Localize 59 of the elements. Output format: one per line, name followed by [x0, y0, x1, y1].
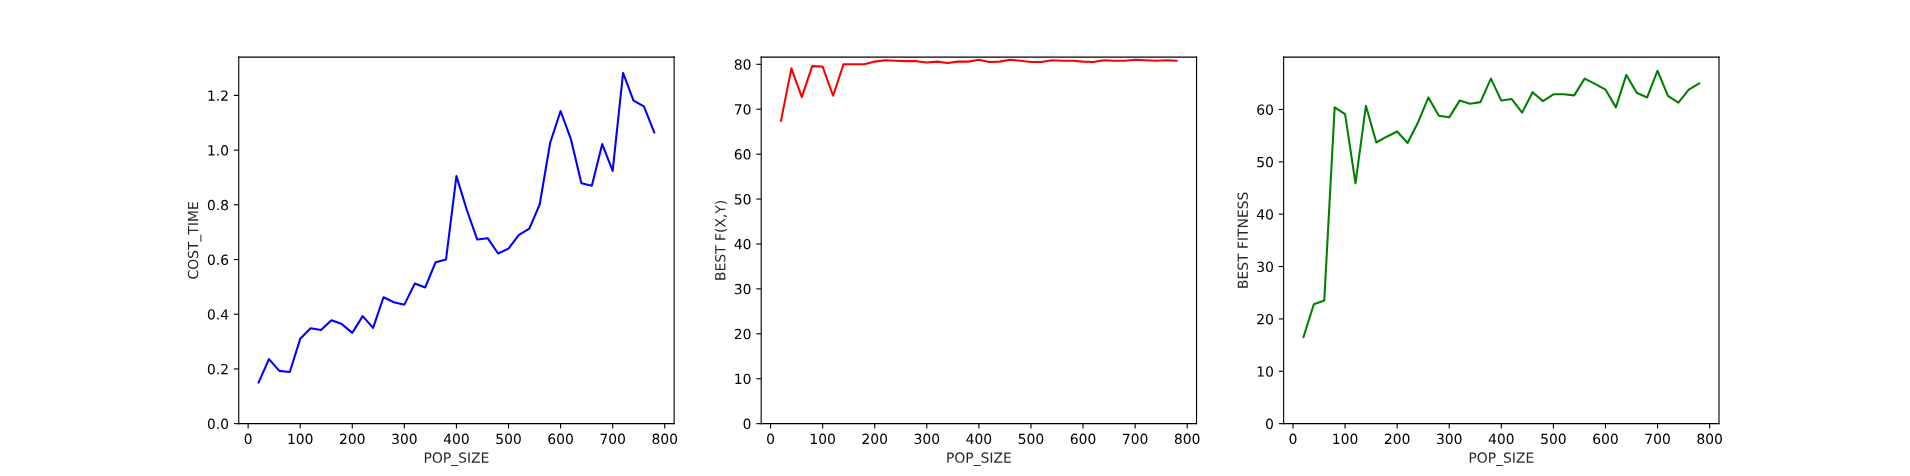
line-series [1302, 69, 1701, 339]
x-tick-label: 400 [443, 433, 469, 445]
x-tick-label: 0 [1289, 433, 1297, 445]
y-axis-title: COST_TIME [187, 202, 202, 279]
y-tick-label: 50 [734, 194, 751, 205]
line-series [257, 71, 656, 384]
y-tick-label: 70 [734, 104, 751, 115]
x-tick-label: 300 [1437, 433, 1462, 445]
y-tick-label: 0.2 [207, 363, 228, 375]
y-tick-label: 1.2 [208, 90, 228, 101]
y-tick-label: 80 [734, 59, 751, 70]
x-tick-label: 800 [1174, 433, 1200, 445]
x-tick-label: 200 [862, 433, 888, 445]
x-tick-label: 500 [496, 433, 521, 445]
x-axis-title: POP_SIZE [424, 452, 489, 466]
y-tick-label: 40 [734, 238, 751, 250]
y-tick-label: 40 [1256, 209, 1273, 220]
x-tick-label: 200 [340, 433, 365, 445]
x-tick-label: 200 [1384, 433, 1410, 445]
y-tick-label: 0.8 [207, 199, 229, 211]
y-tick-label: 50 [1257, 156, 1273, 168]
x-tick-label: 100 [1333, 433, 1358, 445]
y-tick-label: 1.0 [208, 145, 229, 156]
y-tick-label: 0.0 [207, 418, 229, 430]
x-tick-label: 800 [1697, 433, 1722, 445]
y-tick-label: 20 [734, 328, 751, 340]
x-tick-label: 700 [600, 433, 625, 445]
line-series [779, 58, 1178, 122]
x-tick-label: 700 [1122, 433, 1148, 445]
y-tick-label: 10 [735, 373, 751, 385]
x-axis-title: POP_SIZE [947, 452, 1011, 466]
y-tick-label: 30 [734, 283, 751, 295]
y-tick-label: 0.6 [207, 254, 229, 265]
x-tick-label: 500 [1541, 433, 1566, 445]
x-tick-label: 600 [1070, 433, 1096, 445]
x-tick-label: 500 [1018, 433, 1044, 445]
y-tick-label: 60 [1257, 104, 1273, 115]
x-tick-label: 600 [1593, 433, 1618, 445]
x-tick-label: 0 [767, 433, 775, 445]
y-tick-label: 30 [1257, 261, 1273, 273]
x-tick-label: 700 [1645, 433, 1670, 445]
x-tick-label: 100 [288, 433, 313, 445]
x-tick-label: 300 [392, 433, 417, 445]
x-tick-label: 400 [966, 433, 992, 445]
y-axis-title: BEST F(X,Y) [714, 200, 728, 280]
y-tick-label: 0.4 [207, 309, 229, 320]
x-tick-label: 0 [244, 433, 252, 445]
y-tick-label: 20 [1257, 313, 1273, 325]
x-tick-label: 400 [1488, 433, 1514, 445]
x-tick-label: 100 [810, 433, 835, 445]
x-tick-label: 800 [652, 433, 678, 445]
y-tick-label: 0 [1265, 418, 1273, 430]
y-axis-title: BEST FITNESS [1237, 192, 1248, 288]
x-axis-title: POP_SIZE [1469, 452, 1534, 466]
y-tick-label: 60 [734, 149, 751, 160]
x-tick-label: 600 [548, 433, 573, 445]
y-tick-label: 0 [743, 418, 751, 430]
y-tick-label: 10 [1257, 366, 1273, 377]
x-tick-label: 300 [914, 433, 940, 445]
